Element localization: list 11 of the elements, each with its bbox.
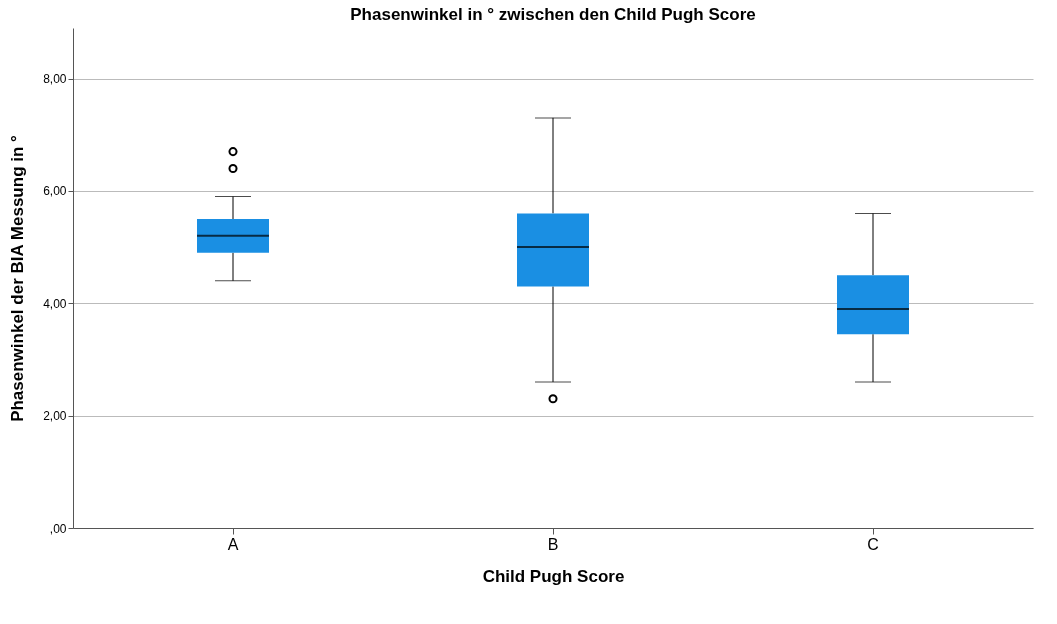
y-axis-title: Phasenwinkel der BIA Messung in ° — [8, 134, 28, 422]
chart-title: Phasenwinkel in ° zwischen den Child Pugh Score — [350, 5, 756, 24]
y-tick-label: 8,00 — [43, 72, 67, 87]
y-tick-label: 4,00 — [43, 296, 67, 311]
y-tick-label: 6,00 — [43, 184, 67, 199]
x-tick-label: A — [227, 535, 239, 553]
x-axis-title: Child Pugh Score — [482, 566, 625, 586]
y-tick-label: ,00 — [49, 521, 67, 536]
y-tick-label: 2,00 — [43, 409, 67, 424]
x-tick-label: B — [547, 535, 559, 553]
x-tick-label: C — [867, 535, 879, 553]
